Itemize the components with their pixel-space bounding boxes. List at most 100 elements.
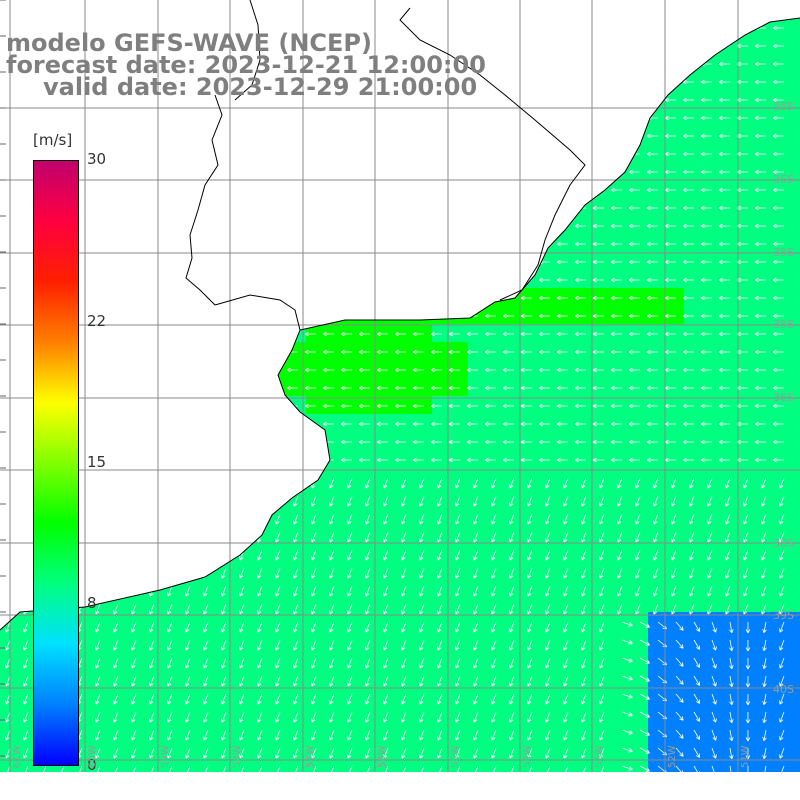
wind-arrow	[671, 477, 677, 489]
wind-cell	[432, 450, 451, 469]
wind-arrow	[700, 133, 712, 139]
wind-cell	[540, 342, 559, 361]
wind-arrow	[556, 295, 568, 301]
wind-cell	[774, 342, 793, 361]
wind-arrow	[610, 421, 622, 427]
wind-cell	[666, 342, 685, 361]
wind-arrow	[646, 187, 658, 193]
wind-cell	[684, 162, 703, 181]
wind-cell	[522, 540, 541, 559]
wind-cell	[738, 162, 757, 181]
wind-arrow	[689, 603, 695, 615]
wind-arrow	[707, 585, 713, 597]
wind-cell	[702, 540, 721, 559]
wind-arrow	[203, 729, 209, 741]
wind-arrow	[113, 621, 119, 633]
wind-arrow	[502, 421, 514, 427]
lat-label: 35S	[773, 100, 794, 113]
wind-cell	[504, 486, 523, 505]
wind-arrow	[545, 657, 551, 669]
wind-arrow	[329, 513, 335, 525]
wind-arrow	[646, 205, 658, 211]
wind-cell	[612, 252, 631, 271]
wind-cell	[774, 234, 793, 253]
wind-arrow	[725, 549, 731, 561]
wind-arrow	[419, 747, 425, 759]
wind-cell	[342, 576, 361, 595]
wind-arrow	[491, 585, 497, 597]
wind-arrow	[527, 513, 533, 525]
wind-arrow	[628, 331, 640, 337]
wind-arrow	[761, 567, 767, 579]
wind-cell	[414, 540, 433, 559]
wind-cell	[756, 198, 775, 217]
wind-arrow	[718, 457, 730, 463]
wind-arrow	[592, 403, 604, 409]
wind-cell	[468, 414, 487, 433]
wind-arrow	[347, 531, 353, 543]
wind-arrow	[761, 585, 767, 597]
wind-arrow	[340, 331, 352, 337]
wind-cell	[468, 432, 487, 451]
wind-arrow	[718, 349, 730, 355]
wind-cell	[468, 504, 487, 523]
wind-cell	[522, 630, 541, 649]
wind-cell	[396, 684, 415, 703]
wind-cell	[702, 702, 721, 721]
uruguay-border	[185, 7, 586, 331]
wind-cell	[288, 630, 307, 649]
wind-cell	[378, 342, 397, 361]
wind-cell	[450, 684, 469, 703]
wind-arrow	[689, 567, 695, 579]
wind-arrow	[304, 367, 316, 373]
wind-arrow	[491, 531, 497, 543]
wind-cell	[198, 594, 217, 613]
wind-cell	[720, 72, 739, 91]
wind-arrow	[653, 567, 659, 579]
wind-arrow	[293, 639, 299, 651]
wind-cell	[594, 252, 613, 271]
wind-arrow	[581, 747, 587, 759]
wind-cell	[342, 522, 361, 541]
wind-arrow	[257, 747, 263, 759]
wind-arrow	[545, 477, 551, 489]
wind-cell	[324, 630, 343, 649]
wind-arrow	[167, 603, 173, 615]
wind-cell	[486, 360, 505, 379]
wind-arrow	[772, 313, 784, 319]
wind-cell	[90, 720, 109, 739]
wind-cell	[378, 558, 397, 577]
wind-cell	[522, 324, 541, 343]
wind-arrow	[556, 439, 568, 445]
wind-cell	[558, 252, 577, 271]
wind-arrow	[772, 349, 784, 355]
wind-arrow	[581, 693, 587, 705]
wind-arrow	[239, 621, 245, 633]
wind-cell	[756, 216, 775, 235]
wind-cell	[522, 486, 541, 505]
wind-arrow	[239, 639, 245, 651]
wind-cell	[702, 414, 721, 433]
wind-cell	[648, 558, 667, 577]
wind-cell	[162, 666, 181, 685]
wind-arrow	[527, 765, 533, 772]
wind-cell	[792, 702, 800, 721]
wind-arrow	[718, 115, 730, 121]
wind-cell	[576, 252, 595, 271]
wind-arrow	[707, 477, 713, 489]
wind-arrow	[545, 567, 551, 579]
wind-arrow	[185, 675, 191, 687]
wind-arrow	[221, 603, 227, 615]
wind-cell	[756, 72, 775, 91]
wind-cell	[666, 288, 685, 307]
wind-cell	[774, 738, 793, 757]
wind-cell	[234, 594, 253, 613]
wind-arrow	[700, 205, 712, 211]
wind-arrow	[257, 567, 263, 579]
lat-label: 35S	[773, 173, 794, 186]
wind-cell	[666, 648, 685, 667]
wind-cell	[450, 738, 469, 757]
wind-arrow	[754, 313, 766, 319]
wind-arrow	[484, 403, 496, 409]
wind-cell	[612, 630, 631, 649]
